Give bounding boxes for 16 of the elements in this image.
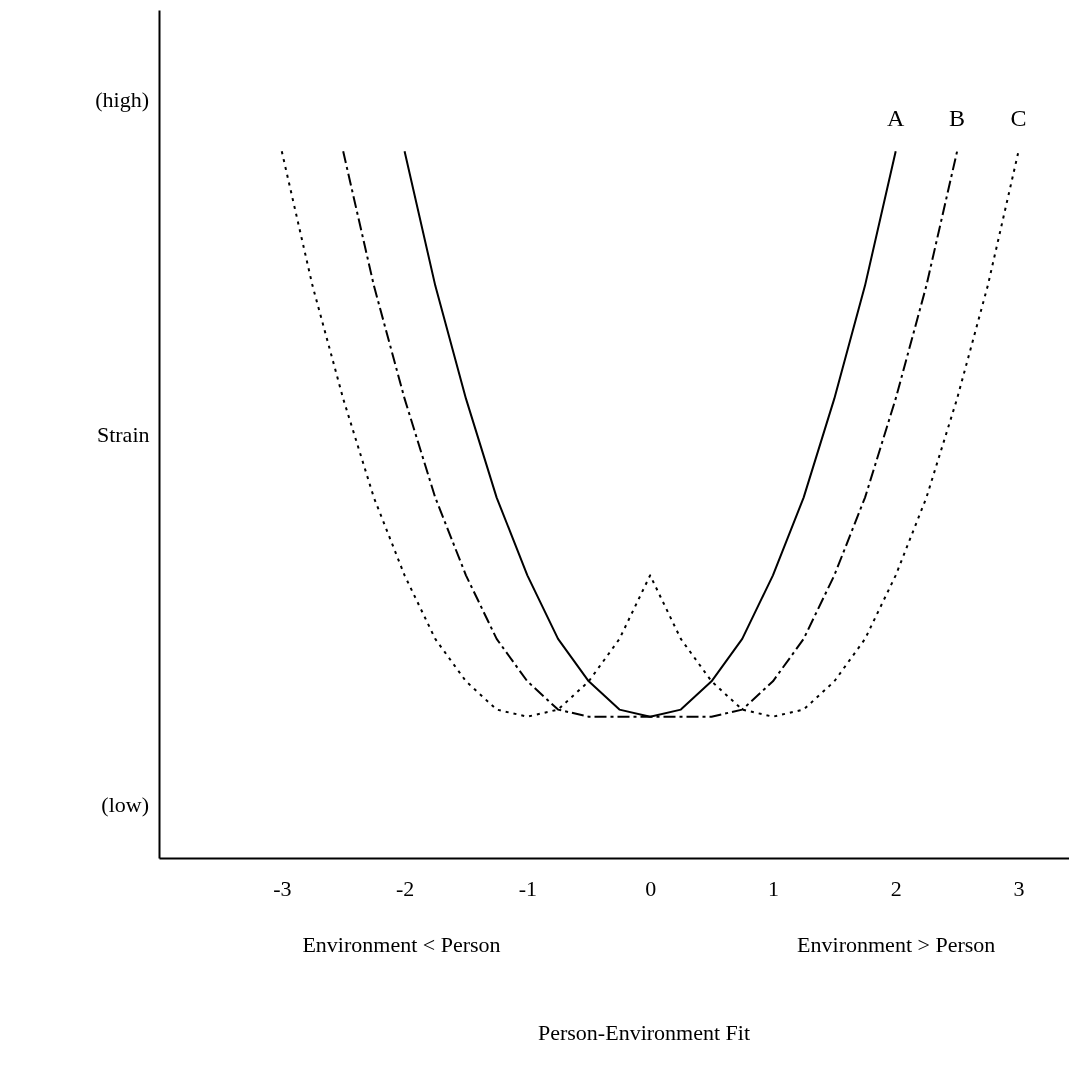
- text: (low): [101, 792, 149, 817]
- x-tick-label: -3: [273, 875, 292, 901]
- series-label: B: [949, 105, 966, 132]
- text: Environment > Person: [797, 932, 996, 957]
- x-tick-label: 2: [890, 875, 902, 901]
- x-tick-label: 0: [645, 875, 657, 901]
- y-axis-title: Strain: [96, 421, 150, 447]
- series-label: C: [1010, 105, 1027, 132]
- x-tick-label: -2: [395, 875, 415, 901]
- x-tick-label: -1: [518, 875, 538, 901]
- text: Person-Environment Fit: [537, 1020, 751, 1045]
- text: (high): [95, 87, 149, 112]
- x-tick-label: 3: [1013, 875, 1025, 901]
- text: Environment < Person: [302, 932, 501, 957]
- series-label: A: [887, 105, 906, 132]
- x-tick-label: 1: [767, 875, 779, 901]
